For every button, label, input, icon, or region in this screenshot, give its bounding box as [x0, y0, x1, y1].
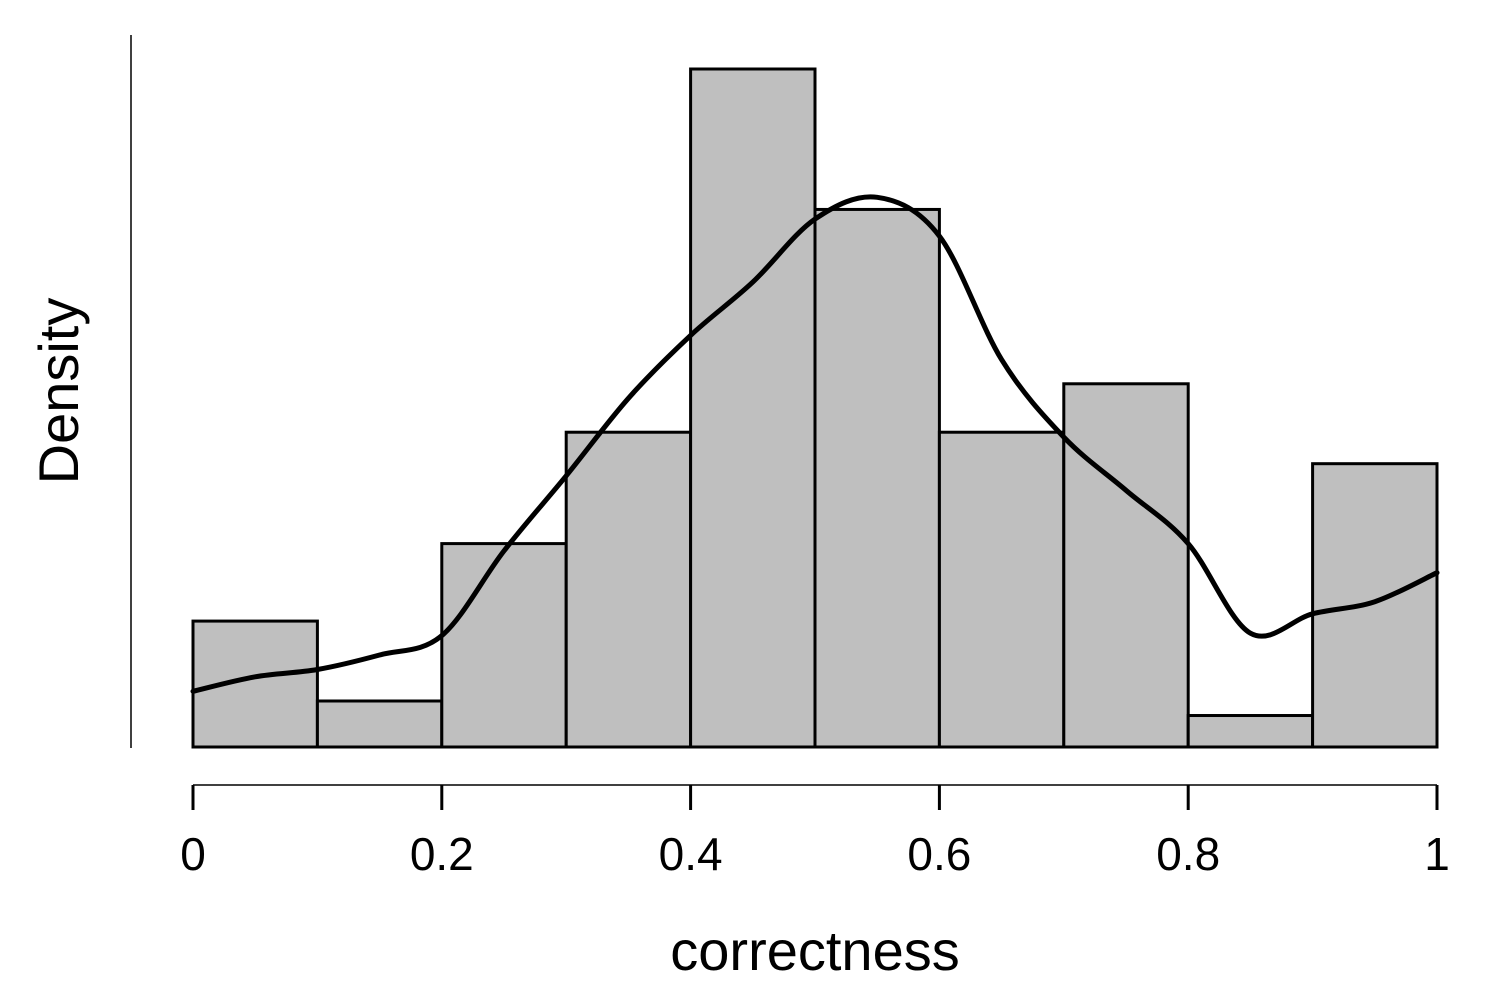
histogram-bar-1	[315, 699, 444, 749]
x-axis-title: correctness	[670, 919, 959, 982]
x-tick-label-2: 0.4	[659, 828, 723, 880]
histogram-bar-5	[813, 207, 941, 749]
histogram-bar-2	[440, 542, 568, 749]
x-tick-label-0: 0	[180, 828, 206, 880]
histogram-bar-6	[937, 430, 1066, 749]
x-axis-ticks: 0 0.2 0.4 0.6 0.8 1	[180, 785, 1450, 880]
histogram-bar-9	[1311, 462, 1439, 749]
histogram-bar-3	[564, 430, 693, 749]
x-tick-label-4: 0.8	[1156, 828, 1220, 880]
histogram-bar-7	[1062, 382, 1190, 749]
x-tick-label-1: 0.2	[410, 828, 474, 880]
histogram-bars	[191, 67, 1439, 749]
histogram-bar-0	[191, 619, 319, 749]
histogram-bar-4	[689, 67, 817, 749]
density-curve	[190, 194, 1440, 694]
x-tick-label-3: 0.6	[907, 828, 971, 880]
histogram-bar-8	[1186, 714, 1315, 749]
x-tick-label-5: 1	[1424, 828, 1450, 880]
y-axis-title: Density	[27, 298, 90, 485]
